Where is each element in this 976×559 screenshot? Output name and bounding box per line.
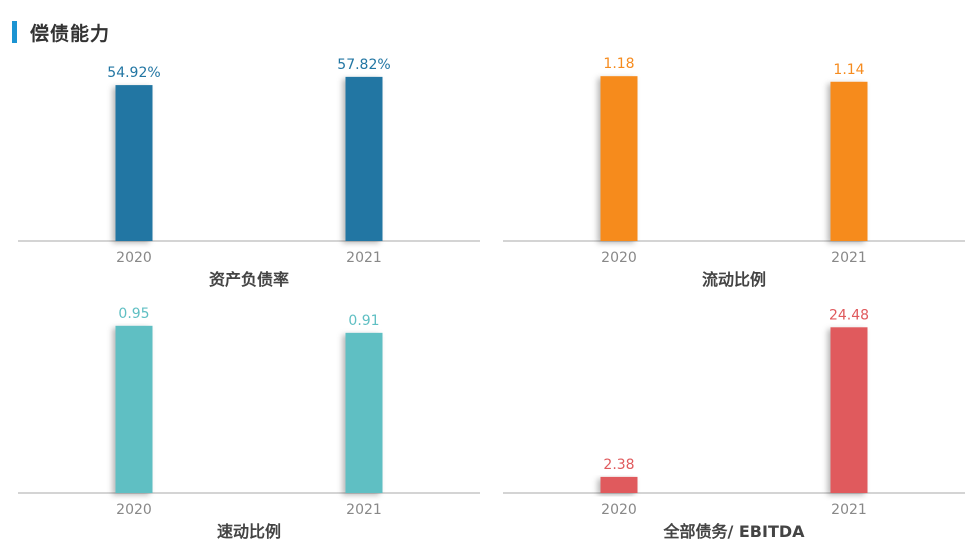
chart-panel-current-ratio: 1.18 2020 1.14 2021 流动比例: [503, 50, 965, 295]
chart-quick-ratio: 0.95 2020 0.91 2021 速动比例: [18, 306, 480, 541]
data-label-2021: 24.48: [829, 307, 869, 323]
bar-2021: [830, 81, 868, 241]
chart-title: 流动比例: [702, 270, 766, 289]
bar-2021: [830, 327, 868, 493]
chart-title: 速动比例: [217, 522, 281, 541]
bar-2020: [600, 76, 638, 241]
bar-2021: [345, 76, 383, 241]
chart-debt-ratio: 54.92% 2020 57.82% 2021 资产负债率: [18, 57, 480, 289]
chart-current-ratio: 1.18 2020 1.14 2021 流动比例: [503, 56, 965, 289]
chart-panel-quick-ratio: 0.95 2020 0.91 2021 速动比例: [18, 302, 480, 547]
data-label-2020: 1.18: [603, 56, 634, 72]
chart-panel-debt-ratio: 54.92% 2020 57.82% 2021 资产负债率: [18, 50, 480, 295]
data-label-2021: 0.91: [348, 313, 379, 329]
chart-title: 资产负债率: [209, 270, 289, 289]
bar-2020: [600, 476, 638, 493]
x-tick-2020: 2020: [116, 502, 152, 518]
bar-2020: [115, 85, 153, 241]
x-tick-2021: 2021: [831, 502, 867, 518]
x-tick-2020: 2020: [116, 250, 152, 266]
bar-2021: [345, 332, 383, 493]
chart-panel-debt-ebitda: 2.38 2020 24.48 2021 全部债务/ EBITDA: [503, 302, 965, 547]
x-tick-2020: 2020: [601, 502, 637, 518]
x-tick-2021: 2021: [346, 502, 382, 518]
data-label-2020: 54.92%: [107, 65, 160, 81]
section-title: 偿债能力: [30, 22, 111, 45]
x-tick-2021: 2021: [346, 250, 382, 266]
data-label-2020: 2.38: [603, 457, 634, 473]
x-tick-2020: 2020: [601, 250, 637, 266]
data-label-2020: 0.95: [118, 306, 149, 322]
section-header: 偿债能力: [12, 20, 111, 45]
section-accent-bar: [12, 21, 17, 43]
chart-debt-ebitda: 2.38 2020 24.48 2021 全部债务/ EBITDA: [503, 307, 965, 541]
data-label-2021: 57.82%: [337, 57, 390, 73]
x-tick-2021: 2021: [831, 250, 867, 266]
data-label-2021: 1.14: [833, 62, 864, 78]
bar-2020: [115, 325, 153, 493]
chart-title: 全部债务/ EBITDA: [662, 522, 805, 541]
